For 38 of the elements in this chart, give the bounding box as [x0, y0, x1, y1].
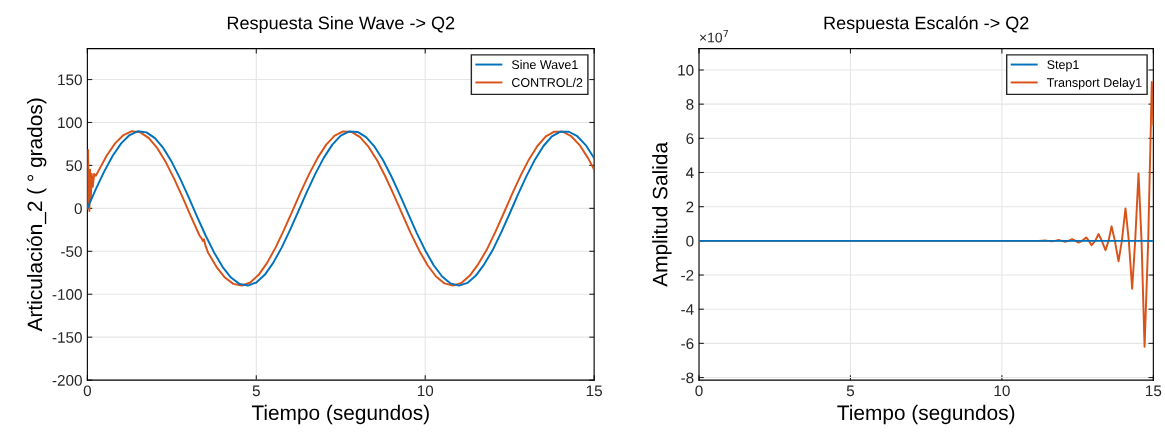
y-tick-label: -6	[681, 338, 694, 350]
y-tick-label: 8	[686, 99, 694, 110]
x-tick-label: 15	[586, 385, 603, 397]
line-series	[87, 130, 595, 287]
x-axis-title: Tiempo (segundos)	[251, 404, 429, 425]
x-tick-label: 5	[252, 385, 260, 397]
x-tick-label: 5	[846, 385, 855, 397]
x-tick-label: 0	[83, 385, 92, 397]
chart-title: Respuesta Escalón -> Q2	[824, 15, 1029, 33]
x-tick-label: 10	[994, 385, 1010, 397]
x-axis-title: Tiempo (segundos)	[837, 404, 1015, 425]
x-tick-label: 0	[695, 385, 703, 397]
y-tick-label: -150	[52, 332, 82, 343]
y-tick-label: -2	[681, 269, 694, 281]
x-tick-label: 10	[417, 385, 434, 397]
y-tick-label: -8	[681, 372, 694, 384]
y-tick-label: 0	[686, 235, 694, 247]
text: ×10$^{7}$	[699, 29, 729, 43]
y-tick-label: 0	[74, 203, 82, 215]
y-tick-label: -200	[52, 374, 82, 386]
y-tick-label: 150	[58, 74, 82, 86]
legend-label: Transport Delay1	[1046, 77, 1142, 90]
x-tick-label: 15	[1146, 385, 1162, 397]
y-tick-label: -4	[681, 304, 694, 315]
y-tick-label: 2	[686, 201, 694, 213]
y-tick-label: 4	[685, 167, 694, 179]
y-axis-title: Amplitud Salida	[652, 141, 672, 287]
y-tick-label: 50	[66, 160, 82, 172]
y-tick-label: -50	[61, 246, 82, 257]
y-tick-label: 6	[686, 133, 694, 145]
chart-title: Respuesta Sine Wave -> Q2	[227, 16, 455, 33]
y-tick-label: 10	[678, 64, 694, 76]
legend-label: Sine Wave1	[511, 59, 578, 70]
y-axis-title: Articulación_2 ( ° grados)	[26, 98, 47, 332]
y-tick-label: -100	[52, 289, 82, 300]
y-tick-label: 100	[58, 117, 82, 129]
legend-label: Step1	[1047, 60, 1079, 72]
legend-label: CONTROL/2	[512, 77, 583, 87]
